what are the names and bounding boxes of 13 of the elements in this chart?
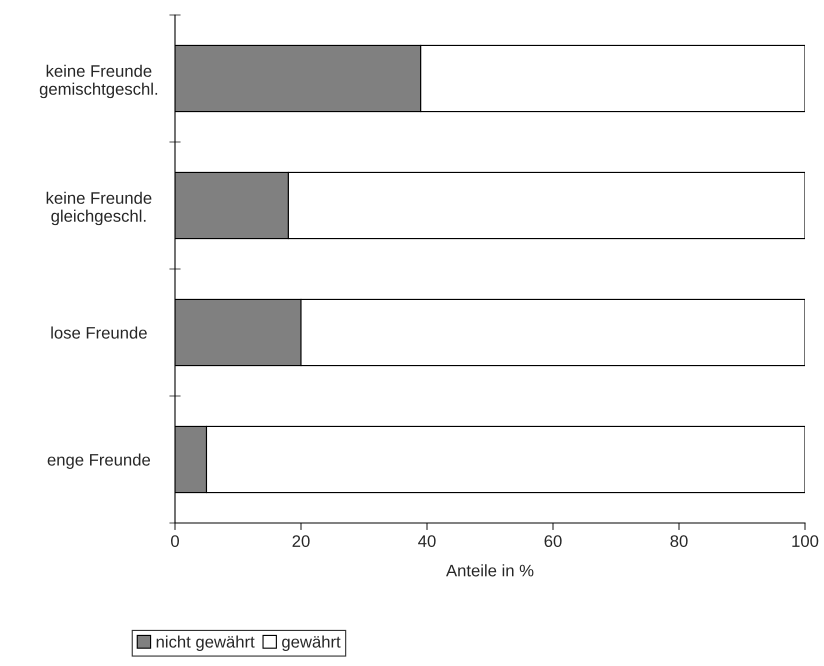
x-tick-label: 0 bbox=[171, 535, 179, 548]
legend-label: gewährt bbox=[282, 635, 341, 652]
y-tick-label: keine Freunde gemischtgeschl. bbox=[40, 64, 158, 98]
x-axis-title: Anteile in % bbox=[446, 564, 534, 576]
x-tick-label: 60 bbox=[544, 535, 562, 548]
legend-label: nicht gewährt bbox=[156, 635, 255, 652]
x-tick-label: 80 bbox=[670, 535, 688, 548]
x-tick-label: 100 bbox=[792, 535, 818, 548]
x-tick-label: 20 bbox=[292, 535, 310, 548]
x-tick-label: 40 bbox=[418, 535, 436, 548]
y-tick-label: enge Freunde bbox=[48, 453, 150, 469]
y-tick-label: keine Freunde gleichgeschl. bbox=[46, 192, 152, 226]
y-tick-label: lose Freunde bbox=[51, 326, 147, 339]
